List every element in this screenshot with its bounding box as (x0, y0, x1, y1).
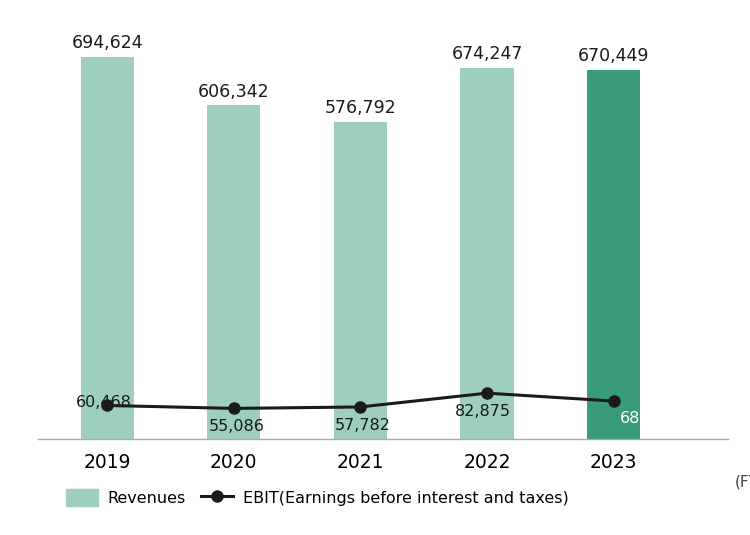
Bar (80, 57, 134, 439)
Text: 60,468: 60,468 (76, 395, 131, 410)
Text: 68,511: 68,511 (620, 411, 676, 426)
Text: 674,247: 674,247 (452, 45, 523, 63)
Text: 606,342: 606,342 (198, 82, 269, 101)
Bar (207, 105, 260, 439)
Text: 57,782: 57,782 (335, 418, 391, 433)
Text: 670,449: 670,449 (578, 48, 650, 65)
Bar (334, 121, 387, 439)
Text: 576,792: 576,792 (325, 99, 396, 117)
Text: 82,875: 82,875 (455, 404, 512, 419)
Text: 55,086: 55,086 (209, 419, 264, 434)
Bar (460, 68, 514, 439)
Text: (FY): (FY) (734, 475, 750, 490)
Legend: Revenues, EBIT(Earnings before interest and taxes): Revenues, EBIT(Earnings before interest … (59, 483, 575, 512)
Bar (587, 70, 640, 439)
Text: 694,624: 694,624 (71, 34, 143, 52)
